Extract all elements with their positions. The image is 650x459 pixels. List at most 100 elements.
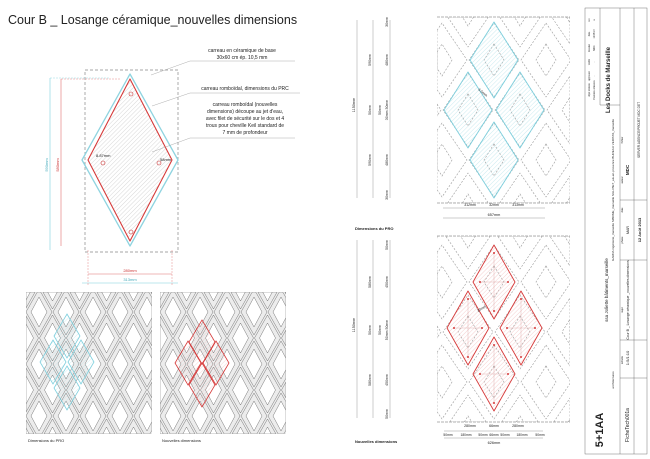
background-tile-outline bbox=[437, 325, 442, 339]
total-height-dimension: 1150mm bbox=[352, 98, 356, 113]
tile-inner-outline bbox=[514, 193, 526, 203]
sheet-title: Cour B _ Losange céramique _nouvelles di… bbox=[626, 260, 630, 340]
revision-cell: MDC bbox=[594, 45, 596, 51]
tile-inner-outline bbox=[437, 43, 453, 77]
vertical-dimension: 50mm bbox=[378, 105, 382, 115]
tile-inner-outline bbox=[512, 236, 528, 249]
anchor-hole bbox=[493, 402, 495, 404]
background-tile-outline bbox=[437, 103, 442, 117]
pattern-hole bbox=[125, 374, 142, 406]
pattern-hole bbox=[128, 292, 139, 302]
pattern-hole bbox=[26, 292, 31, 301]
vertical-dimension: 50mm bbox=[385, 240, 389, 250]
pattern-hole bbox=[160, 292, 165, 301]
architect-logo-text: 5+1AA bbox=[594, 413, 606, 448]
highlighted-tile bbox=[53, 365, 81, 411]
horizontal-dimension: 280mm bbox=[512, 424, 524, 428]
tile-inner-outline bbox=[561, 318, 570, 346]
anchor-hole bbox=[507, 281, 509, 283]
vertical-dimension: 590mm bbox=[368, 54, 372, 66]
pattern-hole bbox=[84, 296, 102, 328]
pattern-hole bbox=[84, 400, 102, 432]
pattern-hole bbox=[232, 322, 249, 354]
tile-inner-outline bbox=[535, 365, 557, 399]
background-tile-outline bbox=[546, 297, 570, 367]
annotation-base-tile-size: 30x60 cm ép. 10,5 mm bbox=[217, 55, 268, 61]
pattern-hole bbox=[98, 322, 115, 354]
background-tile-outline bbox=[553, 397, 570, 422]
anchor-hole bbox=[479, 281, 481, 283]
revision-cell: - bbox=[594, 61, 596, 62]
vertical-dimension: 30mm 30mm bbox=[385, 100, 389, 121]
tile-inner-outline bbox=[437, 365, 453, 399]
pattern-hole bbox=[191, 400, 209, 432]
background-tile-outline bbox=[520, 344, 570, 420]
highlighted-tile bbox=[67, 339, 95, 385]
pattern-hole bbox=[160, 427, 164, 434]
tile-inner-outline bbox=[437, 265, 453, 299]
pattern-hole bbox=[125, 322, 142, 354]
engineers-list: GARDA ingénierie_marseille SIBOME_marsei… bbox=[611, 119, 615, 261]
background-tile-outline bbox=[499, 17, 541, 48]
pattern-hole bbox=[30, 296, 48, 328]
revision-header: vérifié bbox=[588, 58, 591, 65]
pattern-hole bbox=[259, 374, 276, 406]
revision-header: date bbox=[588, 31, 591, 36]
pattern-hole bbox=[26, 427, 30, 434]
anchor-hole bbox=[467, 356, 469, 358]
pattern-hole bbox=[245, 296, 263, 328]
pattern-hole bbox=[74, 292, 85, 302]
pattern-hole bbox=[218, 400, 236, 432]
horizontal-dimension: 313mm bbox=[512, 203, 524, 207]
pattern-hole bbox=[30, 400, 48, 432]
width-prc-dimension: 313mm bbox=[123, 277, 137, 282]
pattern-hole bbox=[245, 348, 263, 380]
pattern-hole bbox=[262, 292, 273, 302]
horizontal-dimension: 66mm bbox=[489, 424, 499, 428]
page-title: Cour B _ Losange céramique_nouvelles dim… bbox=[8, 13, 297, 27]
pattern-hole bbox=[245, 400, 263, 432]
total-width-dimension: 657mm bbox=[488, 213, 501, 217]
base-tile-outline bbox=[84, 69, 179, 253]
pattern-hole bbox=[26, 323, 34, 353]
pattern-hole bbox=[164, 296, 182, 328]
anchor-hole bbox=[506, 327, 508, 329]
tile-inner-outline bbox=[566, 17, 570, 24]
background-tile-outline bbox=[520, 244, 570, 320]
highlighted-tile bbox=[188, 362, 216, 408]
anchor-hole bbox=[534, 327, 536, 329]
pattern-new bbox=[160, 292, 286, 434]
anchor-hole bbox=[507, 373, 509, 375]
width-new-dimension: 280mm bbox=[123, 268, 137, 273]
pattern-hole bbox=[236, 426, 245, 434]
pattern-hole bbox=[272, 400, 286, 432]
tile-inner-outline bbox=[460, 236, 476, 249]
pattern-hole bbox=[259, 322, 276, 354]
client-name: ssa Joliette bâtiments_marseille bbox=[604, 258, 609, 322]
anchor-hole bbox=[479, 373, 481, 375]
pattern-hole bbox=[160, 375, 168, 405]
architect-subtitle: architectures bbox=[611, 371, 615, 389]
background-tile-outline bbox=[520, 22, 570, 98]
prc-tile bbox=[443, 71, 493, 149]
horizontal-dimension: 312mm bbox=[464, 203, 476, 207]
background-tile-outline bbox=[549, 236, 570, 267]
pattern-hole bbox=[138, 348, 152, 380]
main-tile-detail: 8.87mm 58mm 590mm 580mm 280mm 313mm bbox=[44, 69, 179, 285]
date-value: 12 Août 2013 bbox=[637, 217, 642, 242]
annotation-new-tile-line: dimensions) découpe au jet d'eau, bbox=[207, 109, 283, 115]
vertical-dimension: 450mm bbox=[385, 276, 389, 288]
background-tile-outline bbox=[437, 22, 468, 98]
pattern-hole bbox=[111, 348, 129, 380]
anchor-hole bbox=[481, 327, 483, 329]
background-tile-outline bbox=[447, 17, 489, 48]
vertical-dimension: 450mm bbox=[385, 374, 389, 386]
background-tile-outline bbox=[445, 236, 491, 270]
prc-tile bbox=[469, 121, 519, 199]
author-value: MDC bbox=[625, 164, 630, 175]
highlighted-tile bbox=[39, 339, 67, 385]
pattern-new-label: Nouvelles dimensions bbox=[162, 438, 201, 443]
pattern-hole bbox=[111, 400, 129, 432]
tile-inner-outline bbox=[437, 143, 453, 177]
